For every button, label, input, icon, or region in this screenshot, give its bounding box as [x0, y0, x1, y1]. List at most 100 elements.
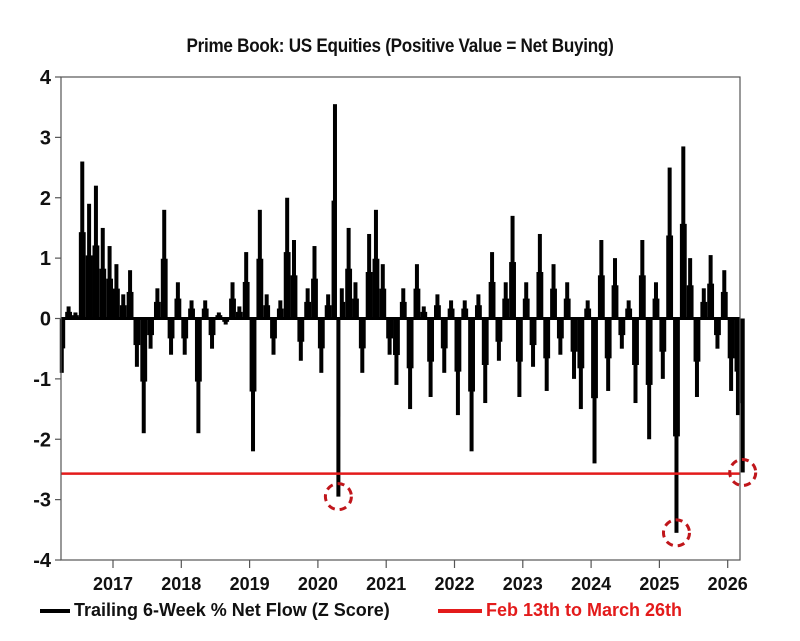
bar-fill	[65, 311, 73, 319]
bar-fill	[515, 318, 523, 362]
bar-fill	[153, 301, 161, 319]
chart-title: Prime Book: US Equities (Positive Value …	[186, 36, 614, 57]
bar-fill	[174, 298, 182, 319]
legend-label-date-range: Feb 13th to March 26th	[486, 600, 683, 620]
bar-fill	[679, 223, 687, 319]
bar-fill	[188, 308, 195, 319]
dashed-circle-marker	[323, 482, 353, 512]
bar-fill	[331, 200, 337, 319]
bar-fill	[99, 268, 107, 319]
legend-swatch-red	[438, 608, 482, 613]
bar-fill	[420, 311, 428, 319]
bar-fill	[133, 318, 141, 346]
bar-fill	[92, 245, 100, 319]
bar-fill	[222, 318, 230, 322]
bar-fill	[61, 318, 66, 349]
y-axis: 4 3 2 1 0 -1 -2 -3 -4	[33, 67, 61, 572]
bar-fill	[734, 318, 741, 372]
bar-fill	[229, 298, 236, 319]
bar-fill	[119, 305, 127, 319]
bar-fill	[447, 308, 455, 319]
bar-fill	[529, 318, 537, 346]
bar-fill	[283, 252, 291, 319]
bar-fill	[113, 288, 120, 319]
bar-fill	[652, 298, 660, 319]
x-tick-label: 2019	[230, 574, 270, 594]
y-tick-label: 0	[40, 309, 51, 331]
x-tick-label: 2017	[93, 574, 133, 594]
bar-fill	[304, 301, 312, 319]
y-tick-label: 2	[40, 188, 51, 210]
bar-fill	[427, 318, 435, 362]
bar-fill	[543, 318, 551, 359]
bar-fill	[714, 318, 721, 336]
x-tick-label: 2024	[571, 574, 611, 594]
bar-fill	[358, 318, 366, 349]
dashed-circle-marker	[661, 518, 691, 548]
bar-fill	[336, 318, 341, 417]
bar-fill	[181, 318, 189, 339]
bar-fill	[645, 318, 653, 385]
bar-fill	[208, 318, 216, 336]
bar-fill	[311, 278, 318, 319]
bar-fill	[509, 262, 516, 319]
bar-fill	[372, 258, 380, 319]
y-tick-label: -4	[33, 550, 52, 572]
bar-fill	[488, 281, 496, 319]
y-tick-label: 3	[40, 127, 51, 149]
dashed-circle-marker	[728, 457, 758, 487]
bar-fill	[550, 288, 557, 319]
bar-fill	[522, 298, 530, 319]
x-tick-label: 2021	[366, 574, 406, 594]
bar-fill	[317, 318, 325, 349]
bar-fill	[393, 318, 400, 356]
annotation-circles	[323, 457, 758, 548]
bar-fill	[495, 318, 503, 342]
bar-fill	[440, 318, 448, 349]
x-axis: 2017 2018 2019 2020 2021 2022 2023 2024 2025 2026	[93, 560, 748, 594]
bar-fill	[632, 318, 639, 365]
bar-fill	[406, 318, 414, 369]
bar-fill	[434, 305, 441, 319]
bar-fill	[474, 305, 482, 319]
x-tick-label: 2025	[639, 574, 679, 594]
bar-fill	[263, 305, 271, 319]
bar-fill	[324, 305, 332, 319]
bar-fill	[727, 318, 735, 359]
legend: Trailing 6-Week % Net Flow (Z Score) Feb…	[40, 600, 800, 630]
y-tick-label: -2	[33, 429, 51, 451]
bar	[740, 318, 745, 473]
bar-fill	[140, 318, 148, 382]
x-tick-label: 2018	[161, 574, 201, 594]
bar-fill	[194, 318, 202, 382]
x-tick-label: 2022	[434, 574, 474, 594]
bar-fill	[249, 318, 257, 392]
bar-fill	[242, 281, 250, 319]
bar-fill	[604, 318, 612, 359]
bar-fill	[106, 278, 113, 319]
bar-fill	[618, 318, 626, 336]
bar-fill	[78, 232, 86, 319]
x-tick-label: 2026	[708, 574, 748, 594]
bar-fill	[700, 301, 708, 319]
bar-fill	[468, 318, 475, 392]
bar-fill	[577, 318, 585, 369]
bar-fill	[556, 318, 564, 339]
legend-label-net-flow: Trailing 6-Week % Net Flow (Z Score)	[74, 600, 390, 620]
bar-fill	[256, 258, 264, 319]
x-tick-label: 2023	[503, 574, 543, 594]
bar-series	[59, 104, 745, 533]
bar-fill	[591, 318, 598, 399]
bar-fill	[340, 301, 346, 319]
bar-fill	[413, 288, 421, 319]
bar-fill	[276, 308, 284, 319]
legend-item-net-flow: Trailing 6-Week % Net Flow (Z Score)	[40, 600, 390, 621]
bar-fill	[707, 283, 715, 319]
bar-fill	[502, 298, 510, 319]
bar-fill	[235, 311, 243, 319]
bar-fill	[147, 318, 154, 336]
bar-fill	[167, 318, 175, 339]
bar-fill	[160, 258, 168, 319]
bar-fill	[270, 318, 277, 339]
